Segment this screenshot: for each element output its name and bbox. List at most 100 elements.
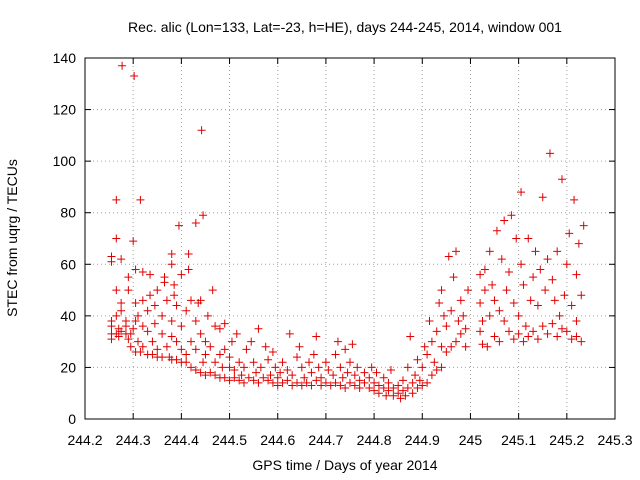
x-tick-label: 245.1 bbox=[501, 432, 536, 448]
data-point bbox=[437, 286, 446, 295]
data-point bbox=[256, 363, 265, 372]
data-point bbox=[112, 234, 121, 243]
data-point bbox=[232, 329, 241, 338]
data-point bbox=[268, 378, 277, 387]
data-point bbox=[143, 327, 152, 336]
data-point bbox=[374, 389, 383, 398]
data-point bbox=[268, 347, 277, 356]
data-point bbox=[439, 311, 448, 320]
data-point bbox=[184, 265, 193, 274]
data-point bbox=[162, 342, 171, 351]
data-point bbox=[225, 376, 234, 385]
data-point bbox=[242, 345, 251, 354]
data-point bbox=[370, 378, 379, 387]
data-point bbox=[136, 347, 145, 356]
data-point bbox=[476, 270, 485, 279]
data-point bbox=[560, 291, 569, 300]
data-point bbox=[283, 366, 292, 375]
data-point bbox=[531, 247, 540, 256]
data-point bbox=[548, 275, 557, 284]
data-point bbox=[225, 363, 234, 372]
data-point bbox=[399, 376, 407, 385]
data-point bbox=[514, 329, 523, 338]
data-point bbox=[454, 317, 463, 326]
data-point bbox=[355, 376, 364, 385]
data-point bbox=[526, 296, 535, 305]
data-point bbox=[382, 391, 391, 400]
chart-title: Rec. alic (Lon=133, Lat=-23, h=HE), days… bbox=[128, 19, 562, 35]
data-point bbox=[174, 221, 183, 230]
x-tick-label: 244.6 bbox=[260, 432, 295, 448]
data-point bbox=[148, 350, 157, 359]
data-point bbox=[579, 221, 588, 230]
data-point bbox=[199, 358, 208, 367]
data-point bbox=[403, 384, 412, 393]
y-tick-label: 40 bbox=[60, 308, 76, 324]
data-point bbox=[570, 195, 579, 204]
data-point bbox=[288, 381, 297, 390]
data-point bbox=[293, 353, 301, 362]
data-point bbox=[201, 371, 210, 380]
data-point bbox=[121, 317, 130, 326]
axes: 0 20 40 60 80 100 120 140 244.2 244.3 244.4 244.5 24… bbox=[53, 50, 633, 448]
data-point bbox=[507, 211, 516, 220]
data-point bbox=[131, 265, 140, 274]
data-point bbox=[114, 332, 123, 341]
data-point bbox=[150, 301, 159, 310]
y-axis-label: STEC from uqrg / TECUs bbox=[4, 159, 20, 317]
x-tick-label: 244.8 bbox=[357, 432, 392, 448]
data-point bbox=[435, 298, 444, 307]
data-point bbox=[577, 337, 586, 346]
data-point bbox=[191, 317, 200, 326]
x-tick-label: 244.7 bbox=[308, 432, 343, 448]
data-point bbox=[117, 327, 126, 336]
data-point bbox=[502, 286, 511, 295]
data-point bbox=[360, 368, 369, 377]
data-point bbox=[220, 373, 229, 382]
y-tick-label: 80 bbox=[60, 205, 76, 221]
data-point bbox=[533, 301, 542, 310]
data-point bbox=[249, 358, 258, 367]
data-point bbox=[153, 345, 162, 354]
data-point bbox=[138, 296, 147, 305]
data-point bbox=[541, 286, 550, 295]
data-point bbox=[538, 322, 547, 331]
data-point bbox=[543, 255, 552, 264]
data-point bbox=[430, 358, 439, 367]
data-point bbox=[389, 391, 398, 400]
x-tick-label: 245.3 bbox=[597, 432, 632, 448]
data-point bbox=[172, 301, 181, 310]
data-point bbox=[384, 386, 393, 395]
data-point bbox=[317, 381, 326, 390]
data-point bbox=[177, 345, 186, 354]
data-point bbox=[423, 378, 432, 387]
data-point bbox=[220, 345, 229, 354]
data-point bbox=[490, 296, 499, 305]
data-point bbox=[302, 378, 311, 387]
data-point bbox=[317, 373, 326, 382]
data-point bbox=[112, 311, 121, 320]
data-point bbox=[408, 389, 417, 398]
data-point bbox=[338, 373, 347, 382]
data-point bbox=[309, 350, 318, 359]
data-point bbox=[307, 381, 316, 390]
data-point bbox=[437, 363, 446, 372]
data-point bbox=[312, 332, 321, 341]
data-point bbox=[124, 335, 133, 344]
data-point bbox=[172, 355, 181, 364]
data-point bbox=[350, 381, 359, 390]
x-tick-label: 244.5 bbox=[212, 432, 247, 448]
data-point bbox=[158, 353, 167, 362]
data-point bbox=[196, 329, 205, 338]
data-point bbox=[153, 286, 162, 295]
data-point bbox=[519, 337, 528, 346]
data-point bbox=[572, 332, 581, 341]
data-point bbox=[413, 384, 422, 393]
data-point bbox=[386, 366, 395, 375]
data-point bbox=[261, 342, 270, 351]
data-point bbox=[206, 342, 215, 351]
data-point bbox=[521, 322, 530, 331]
data-point bbox=[367, 363, 376, 372]
data-point bbox=[118, 61, 127, 70]
data-point bbox=[500, 216, 509, 225]
